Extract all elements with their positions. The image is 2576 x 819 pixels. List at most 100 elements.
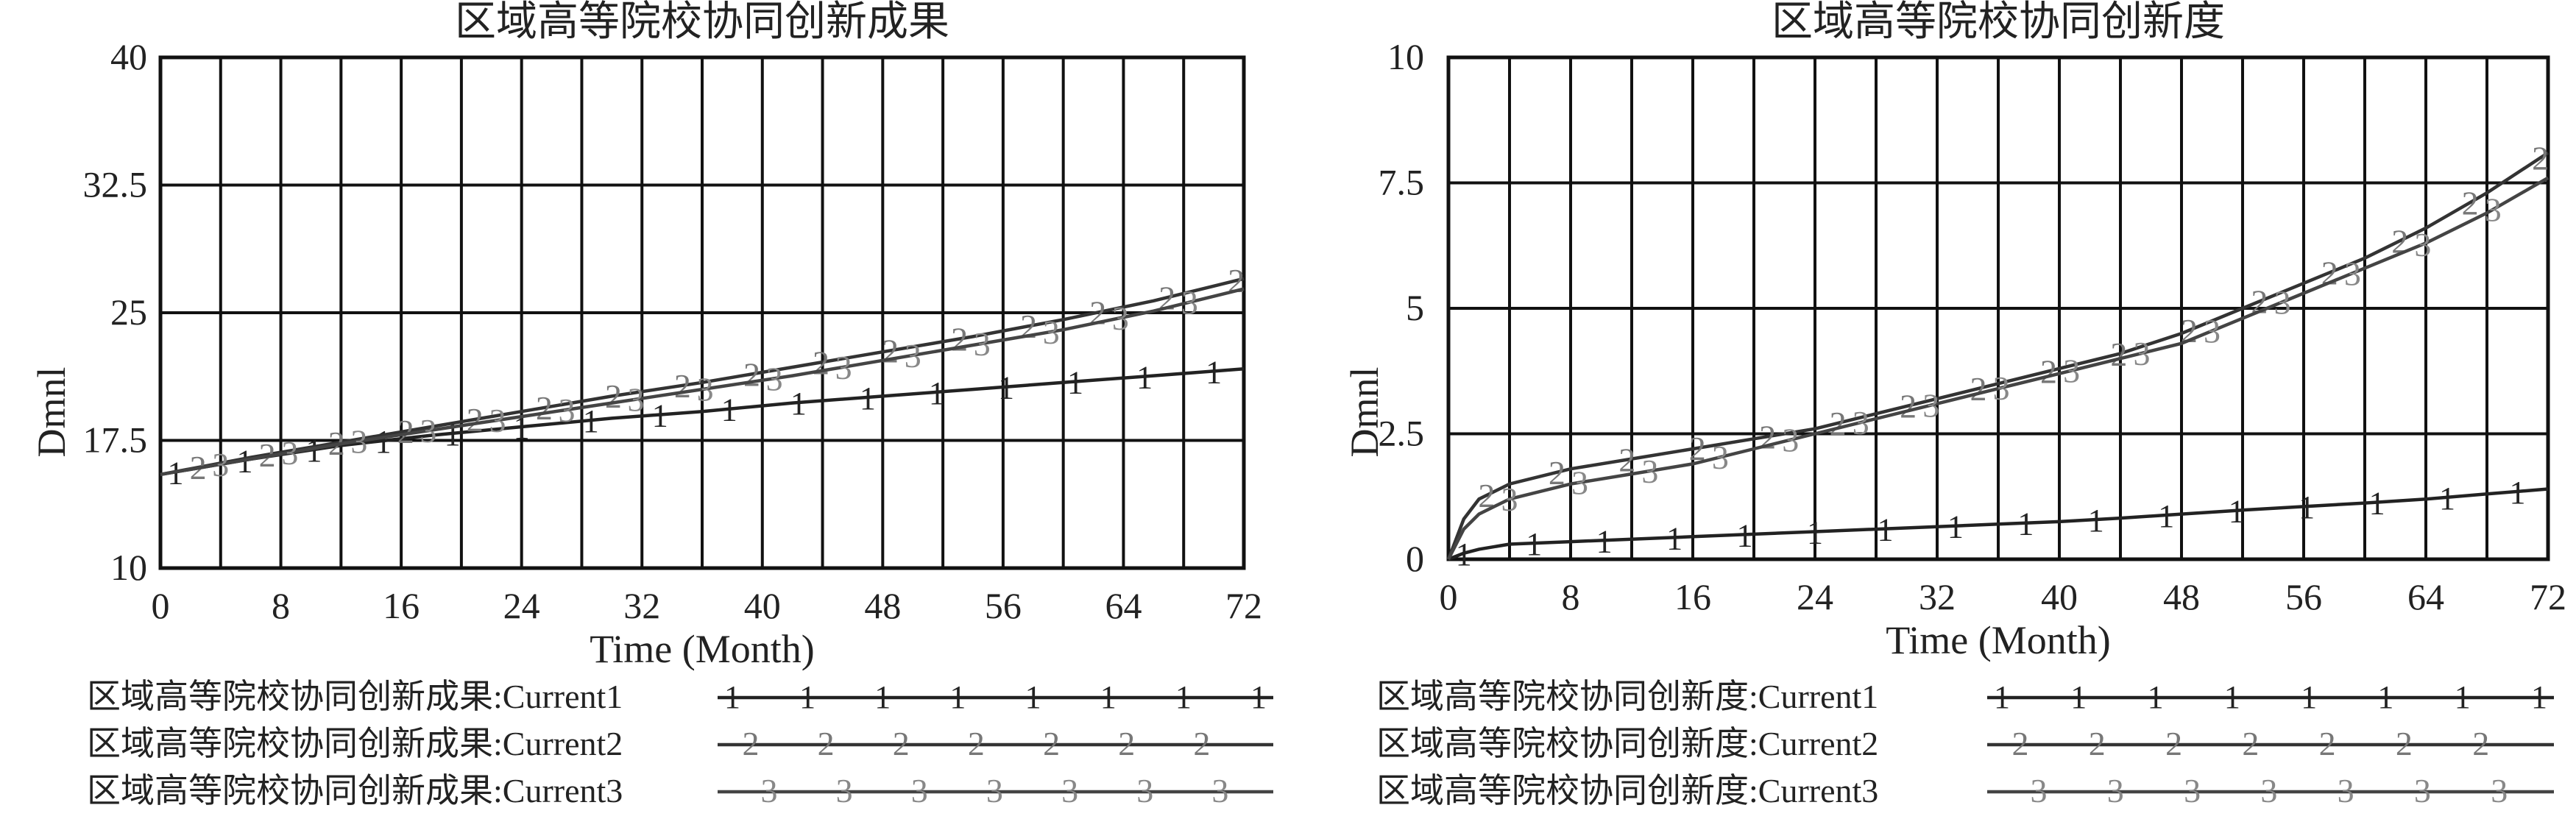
legend-marker-2: 2	[2165, 725, 2182, 762]
series-marker-3: 3	[974, 325, 991, 363]
series-marker-1: 1	[1737, 517, 1753, 553]
series-marker-2: 2	[2532, 139, 2549, 177]
series-marker-3: 3	[281, 434, 298, 472]
series-marker-1: 1	[860, 380, 876, 416]
series-marker-3: 3	[489, 402, 506, 439]
y-tick-label: 25	[110, 291, 147, 333]
series-marker-3: 3	[212, 446, 229, 483]
legend-marker-1: 1	[1250, 679, 1267, 715]
x-tick-label: 40	[2041, 576, 2078, 617]
series-marker-3: 3	[1782, 422, 1799, 459]
series-marker-3: 3	[420, 412, 436, 450]
legend-label: 区域高等院校协同创新成果:Current1	[87, 678, 623, 715]
legend-marker-1: 1	[2148, 679, 2164, 715]
series-marker-1: 1	[1807, 514, 1823, 550]
legend-marker-2: 2	[818, 725, 835, 762]
series-marker-3: 3	[1993, 369, 2010, 407]
series-marker-3: 3	[1712, 439, 1729, 476]
series-marker-3: 3	[350, 422, 367, 460]
series-marker-1: 1	[1877, 512, 1893, 548]
x-tick-label: 64	[1105, 585, 1142, 626]
series-marker-2: 2	[536, 389, 553, 427]
legend-marker-1: 1	[2070, 679, 2087, 715]
legend-marker-3: 3	[1211, 772, 1228, 809]
legend-marker-1: 1	[2455, 679, 2471, 715]
legend-marker-1: 1	[2301, 679, 2317, 715]
legend-marker-1: 1	[2531, 679, 2547, 715]
legend-marker-1: 1	[2224, 679, 2240, 715]
series-marker-3: 3	[628, 381, 645, 419]
series-marker-1: 1	[2369, 486, 2385, 522]
legend-marker-2: 2	[2089, 725, 2106, 762]
series-marker-2: 2	[1689, 430, 1706, 467]
legend-marker-2: 2	[2012, 725, 2029, 762]
series-marker-2: 2	[1970, 370, 1987, 408]
series-marker-2: 2	[2462, 184, 2479, 221]
series-marker-1: 1	[514, 410, 530, 446]
series-marker-3: 3	[2485, 191, 2502, 229]
legend-label: 区域高等院校协同创新度:Current1	[1376, 678, 1878, 715]
x-tick-label: 56	[985, 585, 1022, 626]
x-tick-label: 24	[503, 585, 540, 626]
series-marker-1: 1	[306, 433, 322, 469]
series-marker-2: 2	[1228, 262, 1245, 299]
legend-marker-3: 3	[2031, 772, 2048, 809]
series-line-1	[1448, 487, 2549, 561]
series-marker-3: 3	[1641, 453, 1658, 490]
series-marker-2: 2	[1020, 308, 1037, 345]
plot-frame	[158, 55, 1246, 570]
series-marker-3: 3	[2414, 226, 2431, 263]
y-tick-label: 2.5	[1379, 413, 1425, 454]
legend-marker-2: 2	[968, 725, 985, 762]
legend-marker-3: 3	[2338, 772, 2354, 809]
y-axis-label: Dmnl	[29, 366, 74, 457]
legend-marker-2: 2	[2242, 725, 2259, 762]
series-marker-2: 2	[2110, 336, 2127, 373]
series-marker-3: 3	[1853, 404, 1869, 442]
series-marker-1: 1	[2229, 494, 2245, 530]
series-line-2	[160, 277, 1245, 477]
legend-marker-1: 1	[1025, 679, 1041, 715]
series-marker-3: 3	[2274, 283, 2290, 321]
series-marker-2: 2	[2040, 352, 2057, 390]
series-marker-1: 1	[2510, 475, 2526, 511]
x-tick-label: 64	[2407, 576, 2444, 617]
series-line-1	[160, 367, 1245, 477]
x-tick-label: 72	[1225, 585, 1262, 626]
series-marker-3: 3	[1501, 481, 1518, 518]
series-marker-2: 2	[397, 413, 414, 450]
x-tick-label: 56	[2285, 576, 2322, 617]
y-tick-label: 5	[1406, 287, 1424, 328]
legend-marker-2: 2	[1193, 725, 1210, 762]
legend-marker-2: 2	[2472, 725, 2489, 762]
y-tick-label: 32.5	[83, 164, 148, 205]
x-tick-label: 0	[152, 585, 170, 626]
series-marker-3: 3	[2063, 352, 2080, 390]
series-marker-3: 3	[1571, 464, 1588, 502]
y-tick-label: 0	[1406, 538, 1424, 579]
series-marker-1: 1	[790, 386, 807, 422]
series-marker-2: 2	[1900, 387, 1917, 425]
legend-marker-3: 3	[2184, 772, 2201, 809]
series-marker-2: 2	[1089, 294, 1106, 331]
legend-marker-3: 3	[1136, 772, 1153, 809]
series-marker-1: 1	[1206, 354, 1222, 390]
legend-marker-2: 2	[1118, 725, 1135, 762]
series-marker-1: 1	[2158, 498, 2174, 534]
legend-marker-3: 3	[761, 772, 778, 809]
x-tick-label: 40	[744, 585, 781, 626]
series-marker-2: 2	[813, 344, 829, 381]
series-marker-3: 3	[1112, 299, 1129, 337]
chart-title: 区域高等院校协同创新成果	[455, 0, 949, 45]
series-marker-2: 2	[1830, 405, 1847, 442]
legend-marker-1: 1	[874, 679, 891, 715]
legend-marker-3: 3	[2260, 772, 2277, 809]
legend-label: 区域高等院校协同创新成果:Current2	[87, 725, 623, 762]
series-marker-2: 2	[1158, 279, 1175, 316]
series-marker-2: 2	[743, 355, 760, 393]
series-line-2	[1446, 151, 2550, 560]
legend-marker-1: 1	[949, 679, 966, 715]
series-marker-2: 2	[1759, 418, 1776, 455]
